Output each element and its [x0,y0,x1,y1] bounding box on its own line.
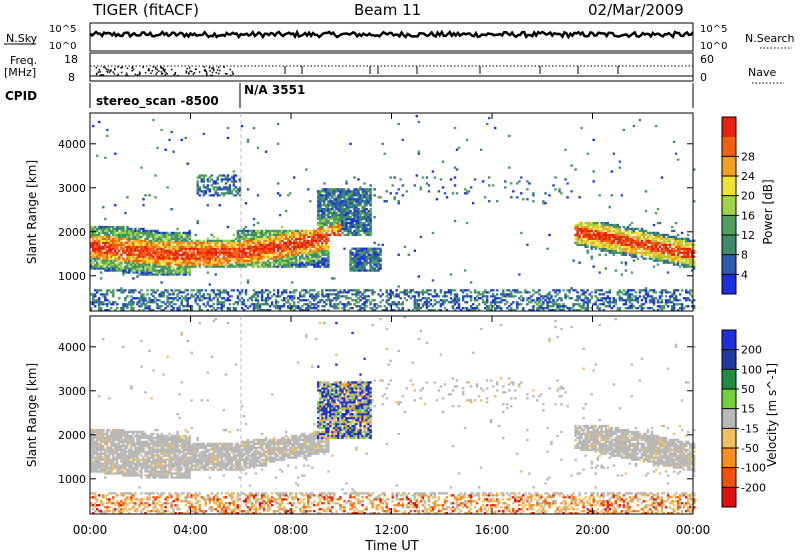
freq-strip: Freq. [MHz] 18 8 60 0 Nave [4,52,784,84]
nsky-tick-bottom: 10^0 [49,41,76,52]
velocity-colorbar-tick: -15 [741,422,759,435]
power-colorbar-swatch [722,195,736,216]
power-panel: 1000 2000 3000 4000 Slant Range [km] 4 8 12 16… [25,112,775,312]
power-colorbar-tick: 16 [741,209,755,222]
nsearch-tick-top: 10^5 [700,24,727,35]
power-colorbar-tick: 12 [741,229,755,242]
velocity-colorbar-tick: 100 [741,363,762,376]
cpid-segment-1: stereo_scan -8500 [96,94,219,109]
nsky-trace [89,29,694,40]
velocity-colorbar-tick: -100 [741,462,766,475]
power-colorbar-swatch [722,215,736,236]
power-colorbar-tick: 8 [741,249,748,262]
power-x-ticks [89,113,694,311]
power-colorbar-swatch [722,117,736,137]
x-axis-label: Time UT [364,539,418,554]
nsky-tick-top: 10^5 [49,24,76,35]
power-y-tick-label: 2000 [58,226,86,239]
velocity-colorbar-swatch [722,467,736,488]
nave-tick-top: 60 [700,53,714,66]
nsearch-tick-bottom: 10^0 [700,41,727,52]
power-colorbar-swatch [722,156,736,177]
velocity-colorbar-tick: 200 [741,344,762,357]
velocity-y-label: Slant Range [km] [25,363,39,467]
power-colorbar-label: Power [dB] [761,179,775,244]
freq-tick-top: 18 [64,53,78,66]
x-tick-label: 04:00 [173,523,208,537]
velocity-colorbar-tick: -200 [741,481,766,494]
freq-label: Freq. [10,54,37,67]
velocity-colorbar-swatch [722,487,736,508]
x-tick-label: 16:00 [475,523,510,537]
power-colorbar-swatch [722,254,736,275]
power-y-axis: 1000 2000 3000 4000 [58,138,693,283]
cpid-label: CPID [5,89,37,103]
velocity-colorbar-swatch [722,349,736,370]
velocity-y-tick-label: 2000 [58,429,86,442]
power-echo-cells [90,115,696,312]
cpid-strip: CPID stereo_scan -8500 N/A 3551 [5,83,694,109]
velocity-colorbar-swatch [722,448,736,468]
velocity-y-tick-label: 3000 [58,385,86,398]
velocity-x-axis: 00:00 04:00 08:00 12:00 16:00 20:00 00:00 [73,316,711,537]
nave-label: Nave [748,66,776,79]
x-tick-label: 00:00 [73,523,108,537]
nsky-label: N.Sky [6,32,38,45]
velocity-colorbar-swatch [722,408,736,429]
x-tick-label: 00:00 [676,523,711,537]
x-tick-label: 12:00 [374,523,409,537]
velocity-colorbar-tick: 15 [741,403,755,416]
velocity-colorbar-swatch [722,428,736,449]
power-y-tick-label: 3000 [58,182,86,195]
power-colorbar-tick: 4 [741,268,748,281]
velocity-y-tick-label: 1000 [58,473,86,486]
freq-tick-bottom: 8 [68,71,75,84]
date-title: 02/Mar/2009 [588,1,684,19]
x-tick-label: 08:00 [274,523,309,537]
velocity-panel: 1000 2000 3000 4000 00:00 04:00 08:00 12:00 16:… [25,315,779,537]
velocity-colorbar-tick: 50 [741,383,755,396]
velocity-colorbar-swatch [722,330,736,350]
nave-tick-bottom: 0 [700,71,707,84]
power-colorbar-swatch [722,235,736,255]
freq-trace [90,65,693,77]
power-y-tick-label: 4000 [58,138,86,151]
nsearch-label: N.Search [745,32,795,45]
radar-title: TIGER (fitACF) [92,1,199,19]
velocity-colorbar-tick: -50 [741,442,759,455]
power-colorbar-tick: 20 [741,190,755,203]
power-y-label: Slant Range [km] [25,160,39,264]
velocity-y-tick-label: 4000 [58,341,86,354]
power-colorbar: 4 8 12 16 20 24 28 [721,116,755,295]
nsky-strip: N.Sky 10^5 10^0 10^5 10^0 N.Search [4,22,795,52]
power-colorbar-swatch [722,136,736,157]
velocity-colorbar-label: Velocity [m s^-1] [765,363,779,467]
velocity-colorbar-swatch [722,369,736,390]
velocity-colorbar-swatch [722,389,736,409]
power-colorbar-swatch [722,274,736,295]
x-tick-label: 20:00 [575,523,610,537]
velocity-colorbar: -200 -100 -50 -15 15 50 100 200 [721,329,766,508]
power-colorbar-tick: 24 [741,170,755,183]
power-colorbar-tick: 28 [741,150,755,163]
power-y-tick-label: 1000 [58,270,86,283]
cpid-segment-2: N/A 3551 [244,83,305,97]
freq-unit-label: [MHz] [4,66,36,79]
velocity-y-axis: 1000 2000 3000 4000 [58,341,693,486]
beam-title: Beam 11 [354,1,421,19]
velocity-echo-cells [90,316,696,515]
power-colorbar-swatch [722,176,736,196]
